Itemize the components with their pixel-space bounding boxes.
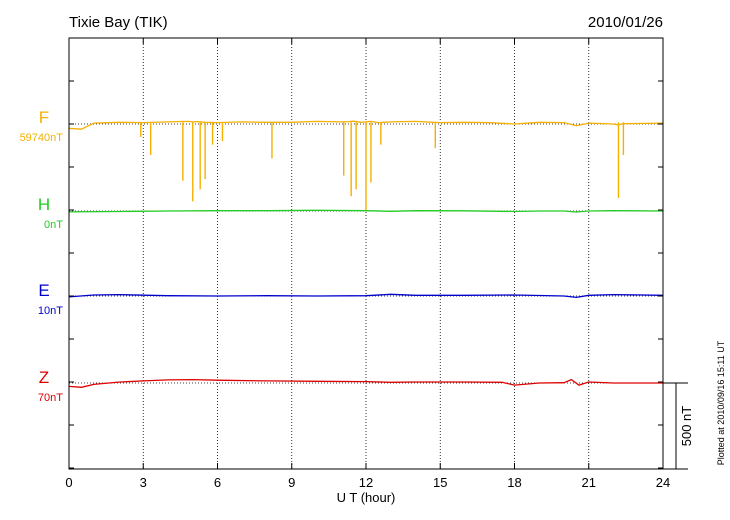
component-baseline-h: 0nT bbox=[44, 219, 63, 231]
x-tick-label: 3 bbox=[140, 475, 147, 490]
component-label-f: F bbox=[39, 108, 49, 127]
grid-lines bbox=[142, 38, 590, 469]
component-baseline-e: 10nT bbox=[38, 305, 63, 317]
series-f-line bbox=[68, 120, 664, 130]
component-baseline-z: 70nT bbox=[38, 392, 63, 404]
series-h-line bbox=[68, 209, 664, 213]
scale-bar-label: 500 nT bbox=[679, 406, 694, 447]
x-tick-label: 24 bbox=[656, 475, 670, 490]
y-axis-ticks bbox=[69, 80, 663, 469]
series-e-line bbox=[68, 293, 664, 299]
x-tick-label: 6 bbox=[214, 475, 221, 490]
x-tick-label: 9 bbox=[288, 475, 295, 490]
x-tick-label: 12 bbox=[359, 475, 373, 490]
x-tick-label: 18 bbox=[507, 475, 521, 490]
component-labels: F 59740nT H 0nT E 10nT Z 70nT bbox=[20, 108, 64, 404]
series-z-line bbox=[68, 378, 663, 388]
component-label-z: Z bbox=[39, 368, 49, 387]
x-tick-label: 15 bbox=[433, 475, 447, 490]
x-axis-ticks: 0 3 6 9 12 15 18 21 24 bbox=[65, 38, 670, 490]
plotted-note: Plotted at 2010/09/16 15:11 UT bbox=[716, 340, 726, 465]
x-tick-label: 21 bbox=[582, 475, 596, 490]
component-label-h: H bbox=[38, 195, 50, 214]
component-label-e: E bbox=[38, 281, 49, 300]
date-title: 2010/01/26 bbox=[588, 14, 663, 31]
component-baseline-f: 59740nT bbox=[20, 132, 64, 144]
series-group bbox=[68, 120, 664, 388]
scale-bar: 500 nT bbox=[663, 382, 694, 470]
station-title: Tixie Bay (TIK) bbox=[69, 14, 168, 31]
x-tick-label: 0 bbox=[65, 475, 72, 490]
x-axis-label: U T (hour) bbox=[337, 490, 396, 505]
